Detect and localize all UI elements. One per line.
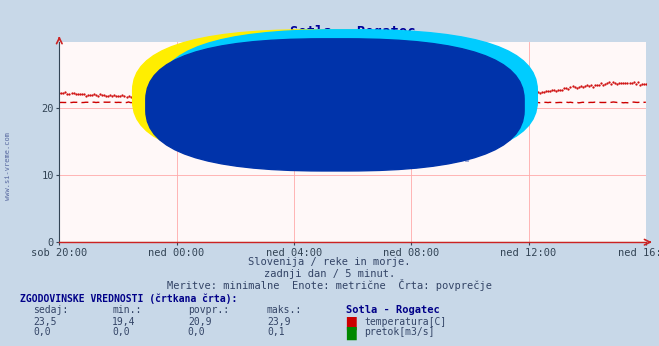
Text: Meritve: minimalne  Enote: metrične  Črta: povprečje: Meritve: minimalne Enote: metrične Črta:… <box>167 279 492 291</box>
Text: 19,4: 19,4 <box>112 317 136 327</box>
Text: █: █ <box>346 316 356 329</box>
Text: maks.:: maks.: <box>267 305 302 315</box>
Text: Slovenija / reke in morje.: Slovenija / reke in morje. <box>248 257 411 267</box>
FancyBboxPatch shape <box>146 39 524 171</box>
Text: 0,1: 0,1 <box>267 327 285 337</box>
Text: temperatura[C]: temperatura[C] <box>364 317 447 327</box>
Text: Sotla - Rogatec: Sotla - Rogatec <box>346 305 440 315</box>
FancyBboxPatch shape <box>132 30 511 162</box>
Text: sedaj:: sedaj: <box>33 305 68 315</box>
Text: pretok[m3/s]: pretok[m3/s] <box>364 327 435 337</box>
Text: 0,0: 0,0 <box>33 327 51 337</box>
Text: 0,0: 0,0 <box>188 327 206 337</box>
Text: www.si-vreme.com: www.si-vreme.com <box>234 146 471 166</box>
Text: 23,9: 23,9 <box>267 317 291 327</box>
Text: www.si-vreme.com: www.si-vreme.com <box>5 132 11 200</box>
Text: min.:: min.: <box>112 305 142 315</box>
Text: zadnji dan / 5 minut.: zadnji dan / 5 minut. <box>264 269 395 279</box>
Text: █: █ <box>346 326 356 339</box>
Text: ZGODOVINSKE VREDNOSTI (črtkana črta):: ZGODOVINSKE VREDNOSTI (črtkana črta): <box>20 293 237 304</box>
Title: Sotla - Rogatec: Sotla - Rogatec <box>290 25 415 39</box>
FancyBboxPatch shape <box>159 30 537 162</box>
Text: 20,9: 20,9 <box>188 317 212 327</box>
Text: 0,0: 0,0 <box>112 327 130 337</box>
Text: povpr.:: povpr.: <box>188 305 229 315</box>
Text: 23,5: 23,5 <box>33 317 57 327</box>
